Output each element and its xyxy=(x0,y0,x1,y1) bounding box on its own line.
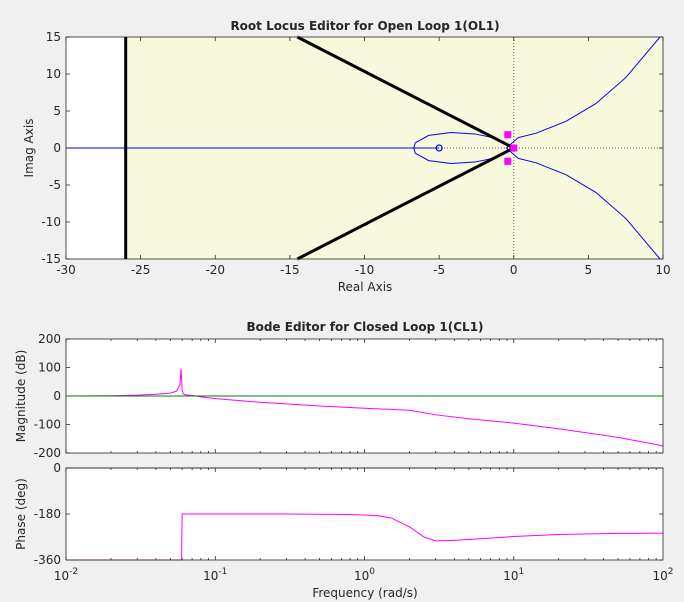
bode-magnitude-frame xyxy=(65,338,664,454)
bode-phase-frame xyxy=(65,467,664,561)
root-locus-ticks: -30 -25 -20 -15 -10 -5 0 5 10 -15 -10 -5 0 5 10 15 xyxy=(41,30,670,277)
tick-base: 10 xyxy=(354,569,369,583)
tick-base: 10 xyxy=(203,569,218,583)
y-tick-label: -10 xyxy=(41,215,61,229)
frequency-tick-label: 10-1 xyxy=(203,567,227,583)
bode-magnitude-lines xyxy=(65,368,664,447)
y-tick-label: -5 xyxy=(49,178,61,192)
x-tick-label: 10 xyxy=(655,263,670,277)
x-tick-label: -20 xyxy=(205,263,225,277)
closed-loop-pole-marker-1[interactable] xyxy=(504,131,512,139)
frequency-tick-label: 101 xyxy=(503,567,524,583)
x-tick-label: -10 xyxy=(355,263,375,277)
x-tick-label: 5 xyxy=(585,263,593,277)
closed-loop-pole-marker-3[interactable] xyxy=(510,144,518,152)
x-tick-label: -15 xyxy=(280,263,300,277)
bode-phase-ylabel: Phase (deg) xyxy=(14,478,28,550)
bode-frequency-ticks: 10-2 10-1 100 101 102 xyxy=(54,567,674,583)
x-tick-label: -30 xyxy=(56,263,76,277)
x-tick-label: -25 xyxy=(131,263,151,277)
tick-exponent: 2 xyxy=(668,567,674,577)
asymptote-2 xyxy=(296,35,515,150)
tick-base: 10 xyxy=(503,569,518,583)
y-tick-label: -15 xyxy=(41,252,61,266)
y-tick-label: 200 xyxy=(38,332,61,346)
bode-magnitude-panel[interactable]: Bode Editor for Closed Loop 1(CL1) -200-… xyxy=(14,320,664,460)
y-tick-label: 0 xyxy=(53,389,61,403)
tick-exponent: -2 xyxy=(69,567,78,577)
y-tick-label: -360 xyxy=(34,553,61,567)
y-tick-label: -180 xyxy=(34,507,61,521)
locus-branch-2 xyxy=(413,131,493,165)
frequency-tick-label: 102 xyxy=(652,567,673,583)
bode-magnitude-ylabel: Magnitude (dB) xyxy=(14,350,28,443)
open-loop-zero-marker[interactable] xyxy=(435,144,443,152)
locus-branch-4 xyxy=(518,157,661,260)
root-locus-asymptotes xyxy=(124,35,515,261)
x-tick-label: 0 xyxy=(510,263,518,277)
y-tick-label: -200 xyxy=(34,446,61,460)
y-tick-label: 5 xyxy=(53,104,61,118)
bode-magnitude-ticks: -200 -100 0 100 200 xyxy=(34,332,663,460)
tick-exponent: -1 xyxy=(218,567,227,577)
frequency-tick-label: 100 xyxy=(354,567,375,583)
bode-phase-axes[interactable] xyxy=(66,468,663,560)
bode-frequency-xlabel: Frequency (rad/s) xyxy=(312,586,417,600)
y-tick-label: 0 xyxy=(53,461,61,475)
y-tick-label: 0 xyxy=(53,141,61,155)
root-locus-title: Root Locus Editor for Open Loop 1(OL1) xyxy=(230,19,499,33)
root-locus-ylabel: Imag Axis xyxy=(22,119,36,178)
y-tick-label: 15 xyxy=(46,30,61,44)
tick-exponent: 1 xyxy=(519,567,525,577)
y-tick-label: 10 xyxy=(46,67,61,81)
asymptote-3 xyxy=(296,146,515,261)
tick-base: 10 xyxy=(652,569,667,583)
y-tick-label: 100 xyxy=(38,361,61,375)
root-locus-markers[interactable] xyxy=(435,131,518,165)
y-tick-label: -100 xyxy=(34,418,61,432)
x-tick-label: -5 xyxy=(433,263,445,277)
tick-exponent: 0 xyxy=(369,567,375,577)
bode-title: Bode Editor for Closed Loop 1(CL1) xyxy=(246,320,483,334)
frequency-tick-label: 10-2 xyxy=(54,567,78,583)
closed-loop-pole-marker-2[interactable] xyxy=(504,157,512,165)
locus-branch-3 xyxy=(518,36,661,139)
root-locus-panel[interactable]: Root Locus Editor for Open Loop 1(OL1) -… xyxy=(22,19,671,294)
tick-base: 10 xyxy=(54,569,69,583)
root-locus-xlabel: Real Axis xyxy=(338,280,393,294)
